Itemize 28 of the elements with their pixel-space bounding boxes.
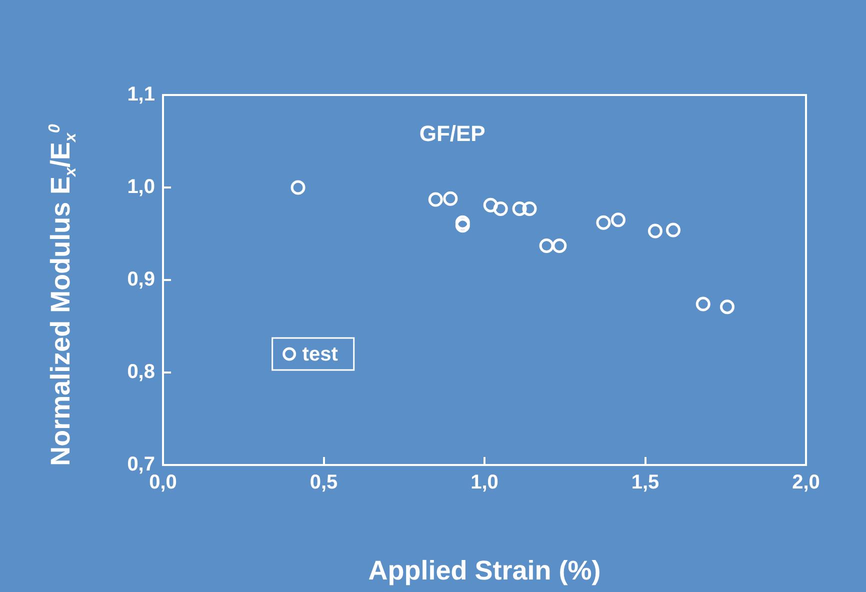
x-tick-label: 0,5 xyxy=(310,472,338,494)
point xyxy=(443,191,458,206)
y-tick-label: 1,0 xyxy=(127,176,155,198)
point xyxy=(596,215,611,230)
point xyxy=(552,238,567,254)
point xyxy=(696,296,710,312)
x-tick-label: 1,0 xyxy=(470,472,498,494)
x-tick-label: 1,5 xyxy=(631,472,660,494)
point xyxy=(512,202,527,216)
x-tick-label: 2,0 xyxy=(792,472,820,494)
point xyxy=(428,192,443,207)
point xyxy=(648,224,662,238)
point xyxy=(290,180,306,195)
legend-label: test xyxy=(302,344,338,366)
point xyxy=(720,300,734,314)
point xyxy=(455,215,470,230)
point xyxy=(455,218,470,233)
point xyxy=(539,238,554,254)
y-tick-label: 0,9 xyxy=(127,268,155,291)
point xyxy=(610,212,626,228)
y-tick-label: 0,8 xyxy=(127,361,155,384)
y-tick-label: 1,1 xyxy=(127,84,155,106)
point xyxy=(666,222,680,238)
point xyxy=(493,202,508,216)
x-axis-title: Applied Strain (%) xyxy=(368,555,601,586)
point xyxy=(522,202,537,216)
text: GF/EP xyxy=(419,121,486,146)
point xyxy=(483,198,498,212)
